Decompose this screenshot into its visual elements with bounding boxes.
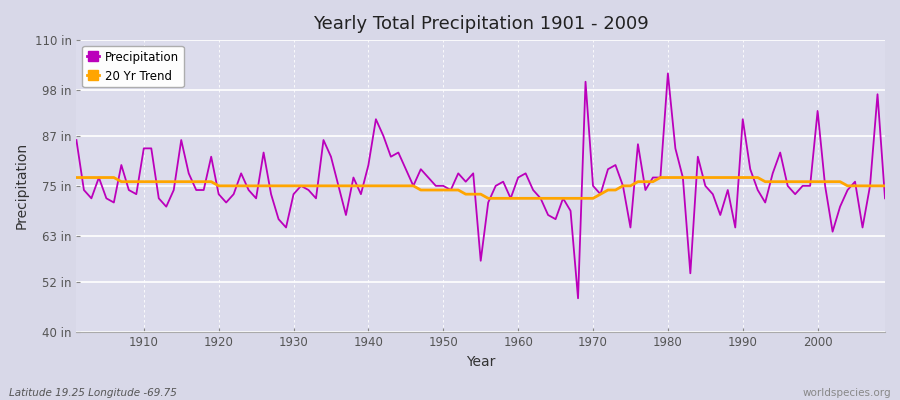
Y-axis label: Precipitation: Precipitation (15, 142, 29, 230)
Text: worldspecies.org: worldspecies.org (803, 388, 891, 398)
X-axis label: Year: Year (466, 355, 495, 369)
Legend: Precipitation, 20 Yr Trend: Precipitation, 20 Yr Trend (82, 46, 184, 87)
Title: Yearly Total Precipitation 1901 - 2009: Yearly Total Precipitation 1901 - 2009 (313, 15, 649, 33)
Text: Latitude 19.25 Longitude -69.75: Latitude 19.25 Longitude -69.75 (9, 388, 177, 398)
